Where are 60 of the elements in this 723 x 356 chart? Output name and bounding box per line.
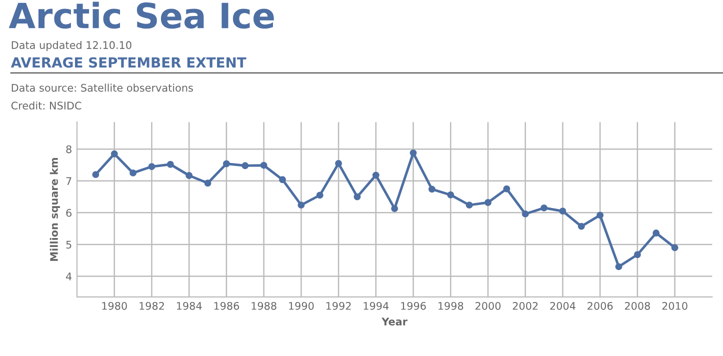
point <box>354 193 361 200</box>
point <box>260 162 268 169</box>
point <box>335 160 342 167</box>
x-tick-label: 1990 <box>289 302 314 310</box>
point <box>410 149 417 156</box>
point <box>522 210 529 218</box>
point <box>92 171 100 178</box>
point <box>540 204 548 212</box>
y-tick-label: 6 <box>66 208 72 217</box>
x-axis-title: Year <box>382 318 408 326</box>
chart-subtitle: AVERAGE SEPTEMBER EXTENT <box>10 57 246 68</box>
x-tick-label: 1980 <box>102 302 127 310</box>
y-tick-label: 5 <box>66 240 72 249</box>
x-tick-label: 1998 <box>438 302 464 310</box>
point <box>466 202 473 209</box>
point <box>578 222 585 230</box>
x-tick-label: 2004 <box>550 302 576 310</box>
point <box>130 169 137 176</box>
x-tick-label: 1994 <box>364 302 389 310</box>
y-tick-label: 8 <box>66 145 72 154</box>
point <box>372 172 380 179</box>
x-tick-label: 1988 <box>252 302 276 310</box>
point <box>447 191 454 198</box>
x-tick-label: 1992 <box>326 302 351 310</box>
point <box>166 160 174 168</box>
x-tick-label: 1982 <box>140 302 164 310</box>
point <box>391 205 398 212</box>
y-tick-label: 4 <box>66 272 72 280</box>
point <box>615 263 622 270</box>
point <box>148 163 156 170</box>
source-note: Data source: Satellite observations <box>12 84 193 92</box>
text: Credit: NSIDC <box>11 101 82 110</box>
text: Data updated 12.10.10 <box>12 40 132 52</box>
y-axis-title: Million square km <box>50 158 60 261</box>
point <box>428 186 436 193</box>
point <box>484 199 492 206</box>
point <box>186 172 193 179</box>
point <box>652 230 660 236</box>
point <box>503 185 510 192</box>
x-tick-label: 2002 <box>512 302 538 310</box>
point <box>298 202 305 209</box>
x-tick-label: 2008 <box>624 302 650 310</box>
point <box>279 176 286 184</box>
chart-title: Arctic Sea Ice <box>8 2 274 29</box>
y-tick-label: 7 <box>66 177 72 185</box>
x-tick-label: 1996 <box>401 302 426 310</box>
point <box>222 160 230 168</box>
point <box>559 208 566 215</box>
x-tick-label: 1984 <box>176 302 202 310</box>
point <box>110 150 118 158</box>
point <box>671 244 678 252</box>
x-tick-label: 2006 <box>588 302 613 310</box>
x-tick-label: 2010 <box>662 302 688 310</box>
point <box>204 180 212 187</box>
x-tick-label: 2000 <box>475 302 501 310</box>
point <box>596 212 604 219</box>
point <box>316 192 324 199</box>
point <box>634 251 641 258</box>
point <box>242 162 249 170</box>
x-tick-label: 1986 <box>214 302 240 310</box>
